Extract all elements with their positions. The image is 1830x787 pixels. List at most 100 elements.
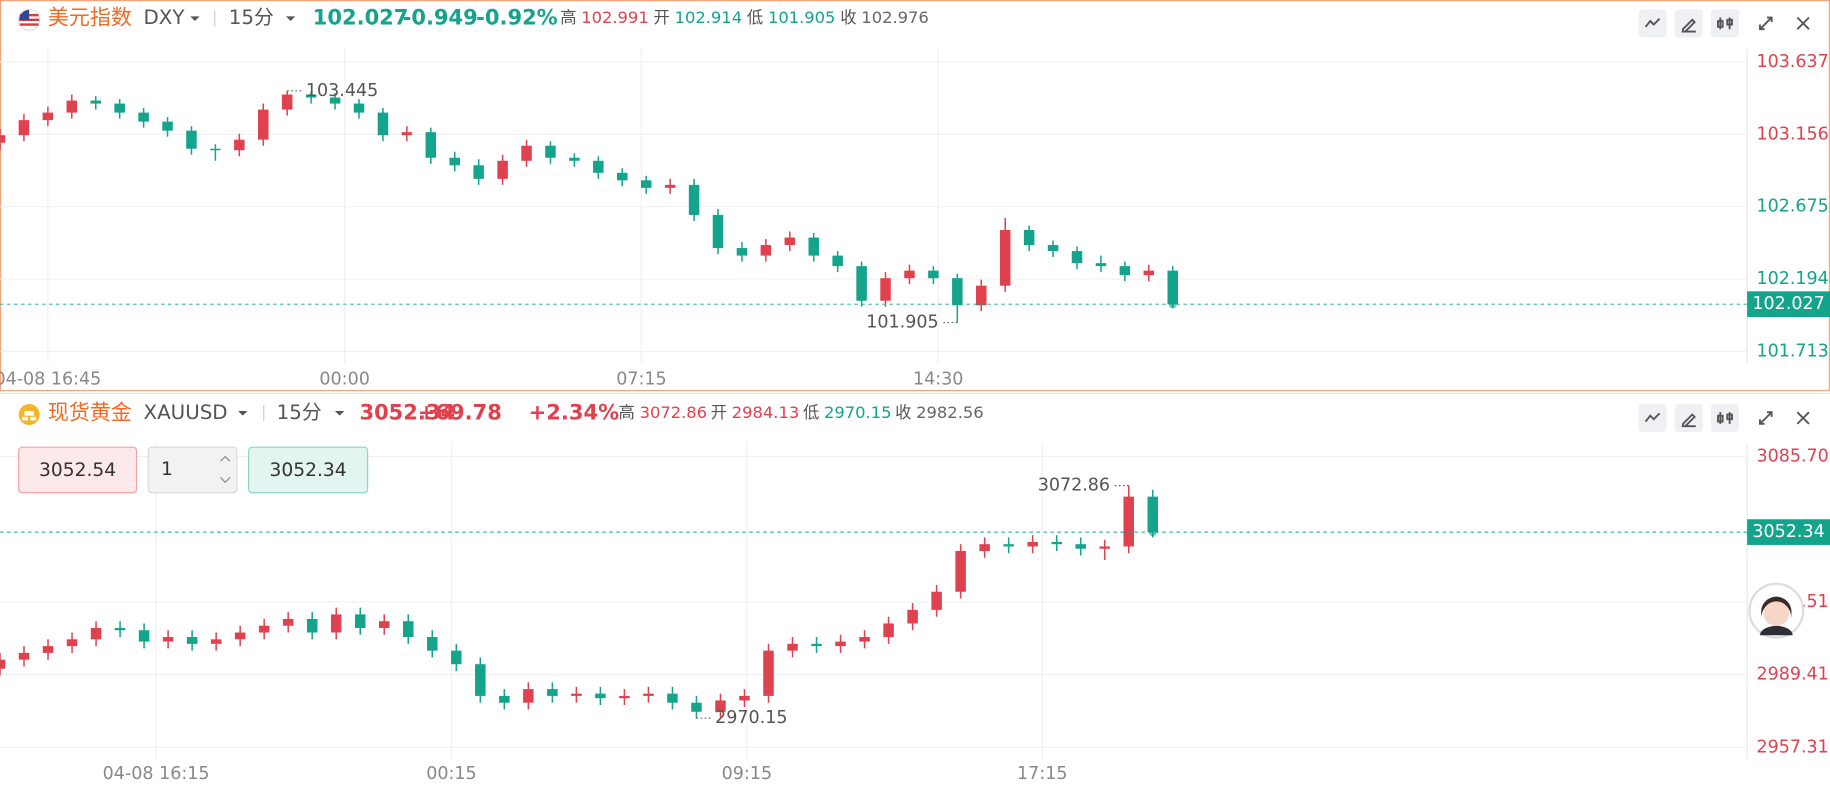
toolbar-button[interactable] bbox=[1796, 411, 1810, 425]
interval[interactable]: 15分 bbox=[229, 6, 274, 29]
candle-body bbox=[739, 695, 750, 701]
candle-body bbox=[545, 145, 556, 158]
buy-button[interactable] bbox=[248, 446, 369, 494]
candle-body bbox=[234, 632, 246, 640]
candle-body bbox=[451, 650, 462, 665]
x-tick-label: 07:15 bbox=[616, 369, 666, 389]
candle-body bbox=[931, 591, 942, 610]
change-percent: -0.92% bbox=[476, 5, 558, 30]
toolbar-button[interactable] bbox=[1638, 9, 1667, 38]
candle-body bbox=[763, 650, 774, 696]
toolbar-button[interactable] bbox=[1796, 16, 1810, 30]
button-icon bbox=[1644, 412, 1661, 423]
candle-body bbox=[667, 693, 678, 703]
candle-body bbox=[619, 695, 630, 699]
last-price: 3052.34 bbox=[359, 399, 455, 424]
stat-label: 高 bbox=[619, 403, 635, 422]
toolbar-button[interactable] bbox=[1710, 404, 1739, 433]
candle-body bbox=[1123, 496, 1134, 547]
last-price-dot bbox=[1148, 528, 1157, 537]
stat-value: 2982.56 bbox=[916, 403, 984, 422]
candle-body bbox=[497, 160, 508, 179]
candle-body bbox=[354, 614, 366, 628]
candle-body bbox=[856, 266, 867, 301]
candle-body bbox=[691, 702, 702, 712]
candle-body bbox=[811, 643, 822, 647]
quantity-stepper[interactable] bbox=[220, 455, 231, 484]
candle-body bbox=[976, 285, 987, 306]
button-icon bbox=[1759, 411, 1773, 425]
candle-body bbox=[712, 214, 724, 249]
candle-body bbox=[499, 695, 510, 703]
candle-body bbox=[1027, 541, 1038, 547]
avatar-body bbox=[1759, 625, 1793, 636]
candle-body bbox=[306, 618, 318, 633]
y-tick-label: 102.194 bbox=[1756, 269, 1828, 289]
stat-value: 3072.86 bbox=[640, 403, 708, 422]
symbol-name: 美元指数 bbox=[48, 5, 132, 30]
candle-body bbox=[832, 255, 843, 267]
symbol-code: DXY bbox=[144, 6, 186, 29]
candle-body bbox=[643, 693, 654, 696]
candle-body bbox=[760, 245, 772, 256]
price-note: 103.445 bbox=[306, 81, 378, 101]
candle-body bbox=[979, 544, 990, 551]
candle-body bbox=[403, 621, 414, 638]
candle-body bbox=[999, 230, 1011, 286]
candle-body bbox=[210, 639, 222, 644]
price-note: 3072.86 bbox=[1038, 476, 1110, 496]
last-price-box bbox=[1747, 291, 1830, 318]
candle-body bbox=[281, 94, 293, 110]
change-percent: +2.34% bbox=[529, 399, 619, 424]
toolbar-button[interactable] bbox=[1674, 9, 1703, 38]
toolbar-button[interactable] bbox=[1759, 16, 1773, 31]
sell-button[interactable] bbox=[18, 446, 138, 494]
x-tick-label: 14:30 bbox=[913, 369, 963, 389]
button-icon bbox=[1681, 18, 1696, 33]
candle-body bbox=[162, 637, 174, 642]
candle-body bbox=[282, 618, 294, 626]
candle-body bbox=[859, 637, 870, 642]
interval[interactable]: 15分 bbox=[277, 401, 322, 424]
candle-body bbox=[952, 278, 963, 306]
candle-body bbox=[1023, 230, 1035, 246]
candle-body bbox=[523, 689, 534, 703]
stat-value: 102.914 bbox=[675, 8, 743, 27]
y-tick-label: 2957.31 bbox=[1756, 737, 1828, 757]
stat-value: 102.991 bbox=[581, 8, 649, 27]
button-icon bbox=[1644, 18, 1661, 28]
interval-dropdown[interactable] bbox=[334, 411, 345, 416]
candle-body bbox=[378, 621, 390, 628]
toolbar-button[interactable] bbox=[1759, 411, 1773, 425]
sell-price[interactable]: 3052.54 bbox=[39, 460, 116, 481]
us-flag bbox=[18, 8, 41, 31]
stat-label: 收 bbox=[895, 403, 911, 422]
candle-body bbox=[928, 270, 939, 279]
interval-dropdown[interactable] bbox=[285, 16, 296, 22]
toolbar-button[interactable] bbox=[1638, 404, 1667, 433]
stat-label: 收 bbox=[840, 8, 856, 27]
buy-price[interactable]: 3052.34 bbox=[270, 460, 347, 481]
candle-body bbox=[787, 643, 798, 651]
toolbar-button[interactable] bbox=[1710, 9, 1739, 38]
symbol-dropdown[interactable] bbox=[238, 411, 248, 416]
x-tick-label: 00:00 bbox=[319, 369, 369, 389]
x-tick-label: 04-08 16:45 bbox=[0, 369, 101, 389]
toolbar-button[interactable] bbox=[1674, 404, 1703, 433]
quantity-input[interactable] bbox=[147, 446, 238, 494]
y-tick-label: 2989.41 bbox=[1756, 665, 1828, 685]
candle-body bbox=[186, 637, 198, 644]
x-tick-label: 17:15 bbox=[1017, 764, 1067, 784]
candle-body bbox=[258, 109, 269, 140]
candle-body bbox=[0, 659, 6, 669]
quantity[interactable]: 1 bbox=[161, 459, 173, 480]
candle-body bbox=[186, 130, 197, 149]
symbol-dropdown[interactable] bbox=[190, 16, 200, 22]
stat-value: 2984.13 bbox=[732, 403, 800, 422]
candle-body bbox=[305, 94, 317, 98]
candle-body bbox=[138, 630, 150, 642]
last-price-label: 3052.34 bbox=[1752, 522, 1824, 542]
candle-body bbox=[688, 184, 700, 215]
